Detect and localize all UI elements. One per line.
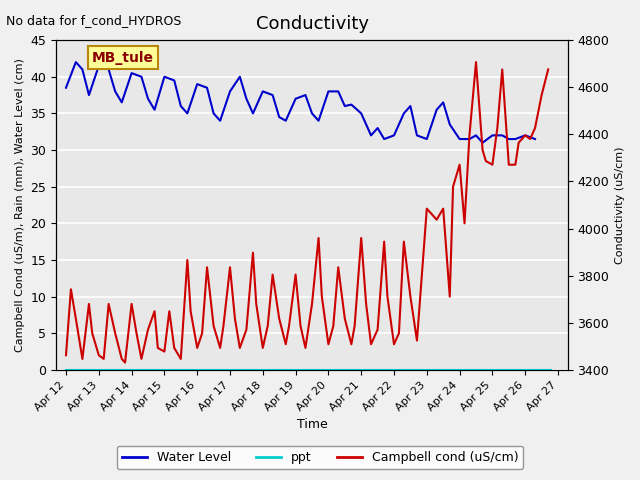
Text: No data for f_cond_HYDROS: No data for f_cond_HYDROS xyxy=(6,14,182,27)
Legend: Water Level, ppt, Campbell cond (uS/cm): Water Level, ppt, Campbell cond (uS/cm) xyxy=(116,446,524,469)
Title: Conductivity: Conductivity xyxy=(255,15,369,33)
Y-axis label: Campbell Cond (uS/m), Rain (mm), Water Level (cm): Campbell Cond (uS/m), Rain (mm), Water L… xyxy=(15,58,25,352)
Text: MB_tule: MB_tule xyxy=(92,50,154,64)
X-axis label: Time: Time xyxy=(296,419,328,432)
Y-axis label: Conductivity (uS/cm): Conductivity (uS/cm) xyxy=(615,146,625,264)
